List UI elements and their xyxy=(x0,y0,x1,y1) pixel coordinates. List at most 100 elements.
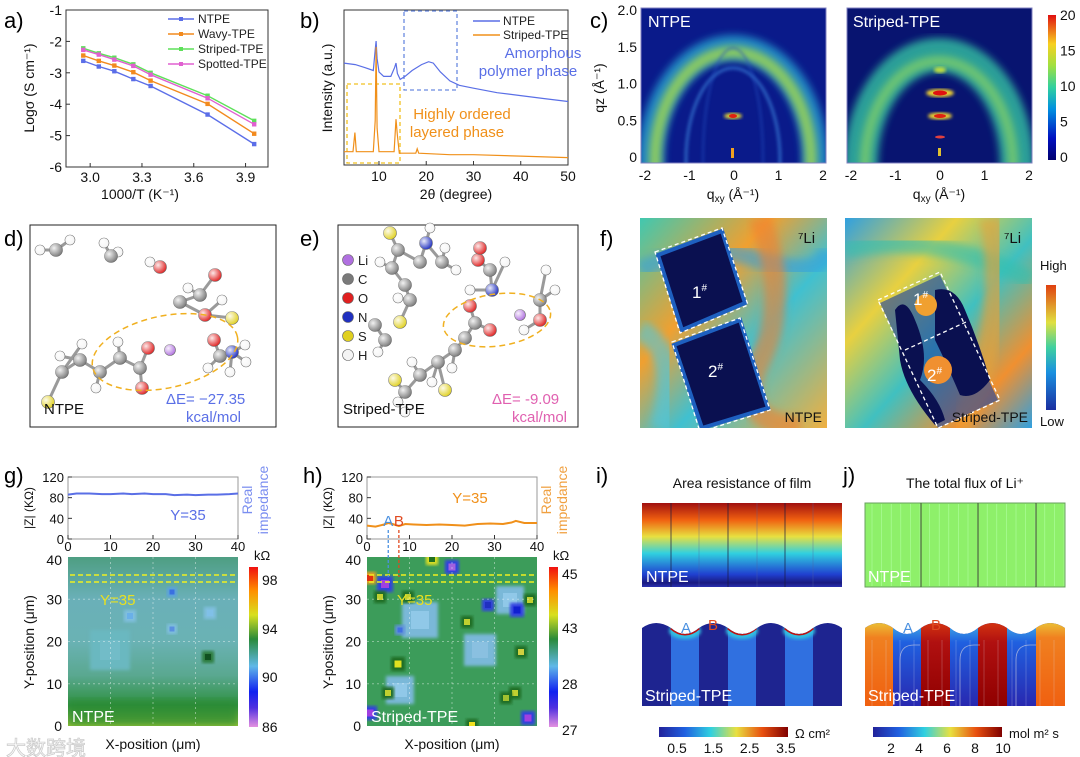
atom-highlight xyxy=(213,349,227,363)
data-point xyxy=(205,112,210,117)
colorbar-tick-label: 28 xyxy=(562,676,578,692)
heatmap-spot-core xyxy=(512,690,518,696)
interaction-ellipse xyxy=(442,292,552,348)
atom-highlight xyxy=(135,381,149,395)
y-tick-label: 1.0 xyxy=(618,76,638,92)
heatmap-spot-core xyxy=(429,557,435,562)
atom-highlight xyxy=(431,355,445,369)
atom-highlight xyxy=(164,344,176,356)
isotope-label: ⁷Li xyxy=(1004,230,1021,247)
atom-highlight xyxy=(375,257,385,267)
colorbar-tick-labels: 98 94 90 86 xyxy=(262,572,278,735)
y-tick-labels: 40 30 20 10 0 xyxy=(345,552,361,734)
region-label: 1# xyxy=(692,283,707,302)
line-label: Y=35 xyxy=(397,592,432,609)
data-point xyxy=(131,76,136,82)
atom-highlight xyxy=(208,268,222,282)
column-dividers xyxy=(871,503,1065,587)
data-point xyxy=(131,69,136,75)
heatmap-spot-core xyxy=(485,602,491,608)
heatmap-spot-core xyxy=(397,627,403,633)
data-point xyxy=(148,78,153,83)
y-tick-label: -1 xyxy=(50,2,63,18)
colorbar-tick-label: 2.5 xyxy=(740,740,760,756)
data-point xyxy=(96,52,102,57)
annotation-amorphous-line2: polymer phase xyxy=(479,63,577,80)
atom-highlight xyxy=(73,353,87,367)
y-tick-label: 40 xyxy=(349,511,363,526)
right-axis-label-line2: impedance xyxy=(554,466,570,535)
data-point xyxy=(81,53,86,58)
y-tick-label: 10 xyxy=(46,676,62,692)
x-tick-label: 50 xyxy=(560,168,576,184)
atom-highlight xyxy=(65,235,75,245)
heatmap-spot-core xyxy=(394,660,402,668)
x-tick-label: 40 xyxy=(530,539,544,554)
colorbar-unit: kΩ xyxy=(254,548,271,563)
line-annotation: Y=35 xyxy=(170,507,205,524)
impedance-plot-frame xyxy=(67,476,239,540)
region-label: 1# xyxy=(913,290,928,309)
region-number: 2 xyxy=(927,366,936,385)
y-tick-labels: 40 30 20 10 0 xyxy=(46,552,62,734)
colorbar-tick-label: 43 xyxy=(562,620,578,636)
atom-highlight xyxy=(519,325,529,335)
x-tick-label: 0 xyxy=(936,167,944,183)
atom-highlight xyxy=(425,223,435,233)
legend-marker xyxy=(179,17,183,21)
y-axis-label: Y-position (μm) xyxy=(21,595,37,689)
heatmap-spot-core xyxy=(100,640,120,660)
colorbar xyxy=(1046,285,1056,410)
region-mark: # xyxy=(701,283,707,294)
flux-column xyxy=(950,623,979,706)
heatmap-spot-core xyxy=(518,649,524,655)
plot-frame xyxy=(640,7,827,164)
atom-highlight xyxy=(413,255,427,269)
x-tick-label: 0 xyxy=(363,539,370,554)
annotation-ordered-line1: Highly ordered xyxy=(413,106,511,123)
striped-column xyxy=(785,623,813,706)
molecule-name: NTPE xyxy=(44,401,84,418)
heatmap-spot-core xyxy=(377,594,383,600)
y-axis-label: Y-position (μm) xyxy=(320,595,336,689)
li-nmr-image-ntpe xyxy=(640,218,827,428)
map-label: NTPE xyxy=(785,409,822,425)
heatmap-spot-core xyxy=(464,619,470,625)
y-tick-label: 120 xyxy=(42,470,64,485)
x-tick-label: 2 xyxy=(1025,167,1033,183)
legend-label: Striped-TPE xyxy=(503,28,568,42)
panel-i: i) Area resistance of film NTPE A B Stri… xyxy=(596,463,842,756)
flux-streamline xyxy=(959,644,980,706)
y-axis-label: qz (Å⁻¹) xyxy=(591,63,607,112)
map-label: NTPE xyxy=(72,709,115,726)
legend-atom-o xyxy=(342,292,354,304)
atom-highlight xyxy=(485,283,499,297)
panel-label-i: i) xyxy=(596,463,608,488)
colorbar-tick-label: 98 xyxy=(262,572,278,588)
map-title: NTPE xyxy=(648,14,691,31)
atom-highlight xyxy=(373,347,383,357)
flux-streamline xyxy=(899,644,920,706)
atom-highlight xyxy=(104,249,118,263)
legend-label: C xyxy=(358,272,367,287)
colorbar xyxy=(249,567,258,727)
atom-highlight xyxy=(468,316,482,330)
panel-label-b: b) xyxy=(300,8,320,33)
atom-highlight xyxy=(141,341,155,355)
atom-highlight xyxy=(471,253,485,267)
y-tick-label: 80 xyxy=(349,491,363,506)
atom-highlight xyxy=(225,311,239,325)
heatmap-spot-core xyxy=(405,594,411,600)
panel-label-e: e) xyxy=(300,226,320,251)
map-label: Striped-TPE xyxy=(645,688,732,705)
atom-highlight xyxy=(463,299,477,313)
atom-highlight xyxy=(133,361,147,375)
legend-marker xyxy=(179,47,183,51)
molecule-name: Striped-TPE xyxy=(343,401,425,418)
atom-highlight xyxy=(368,318,382,332)
heatmap-spot-core xyxy=(367,709,374,717)
x-axis-label-unit: (Å⁻¹) xyxy=(931,186,966,202)
panel-label-c: c) xyxy=(590,8,608,33)
x-tick-label: -2 xyxy=(639,167,652,183)
